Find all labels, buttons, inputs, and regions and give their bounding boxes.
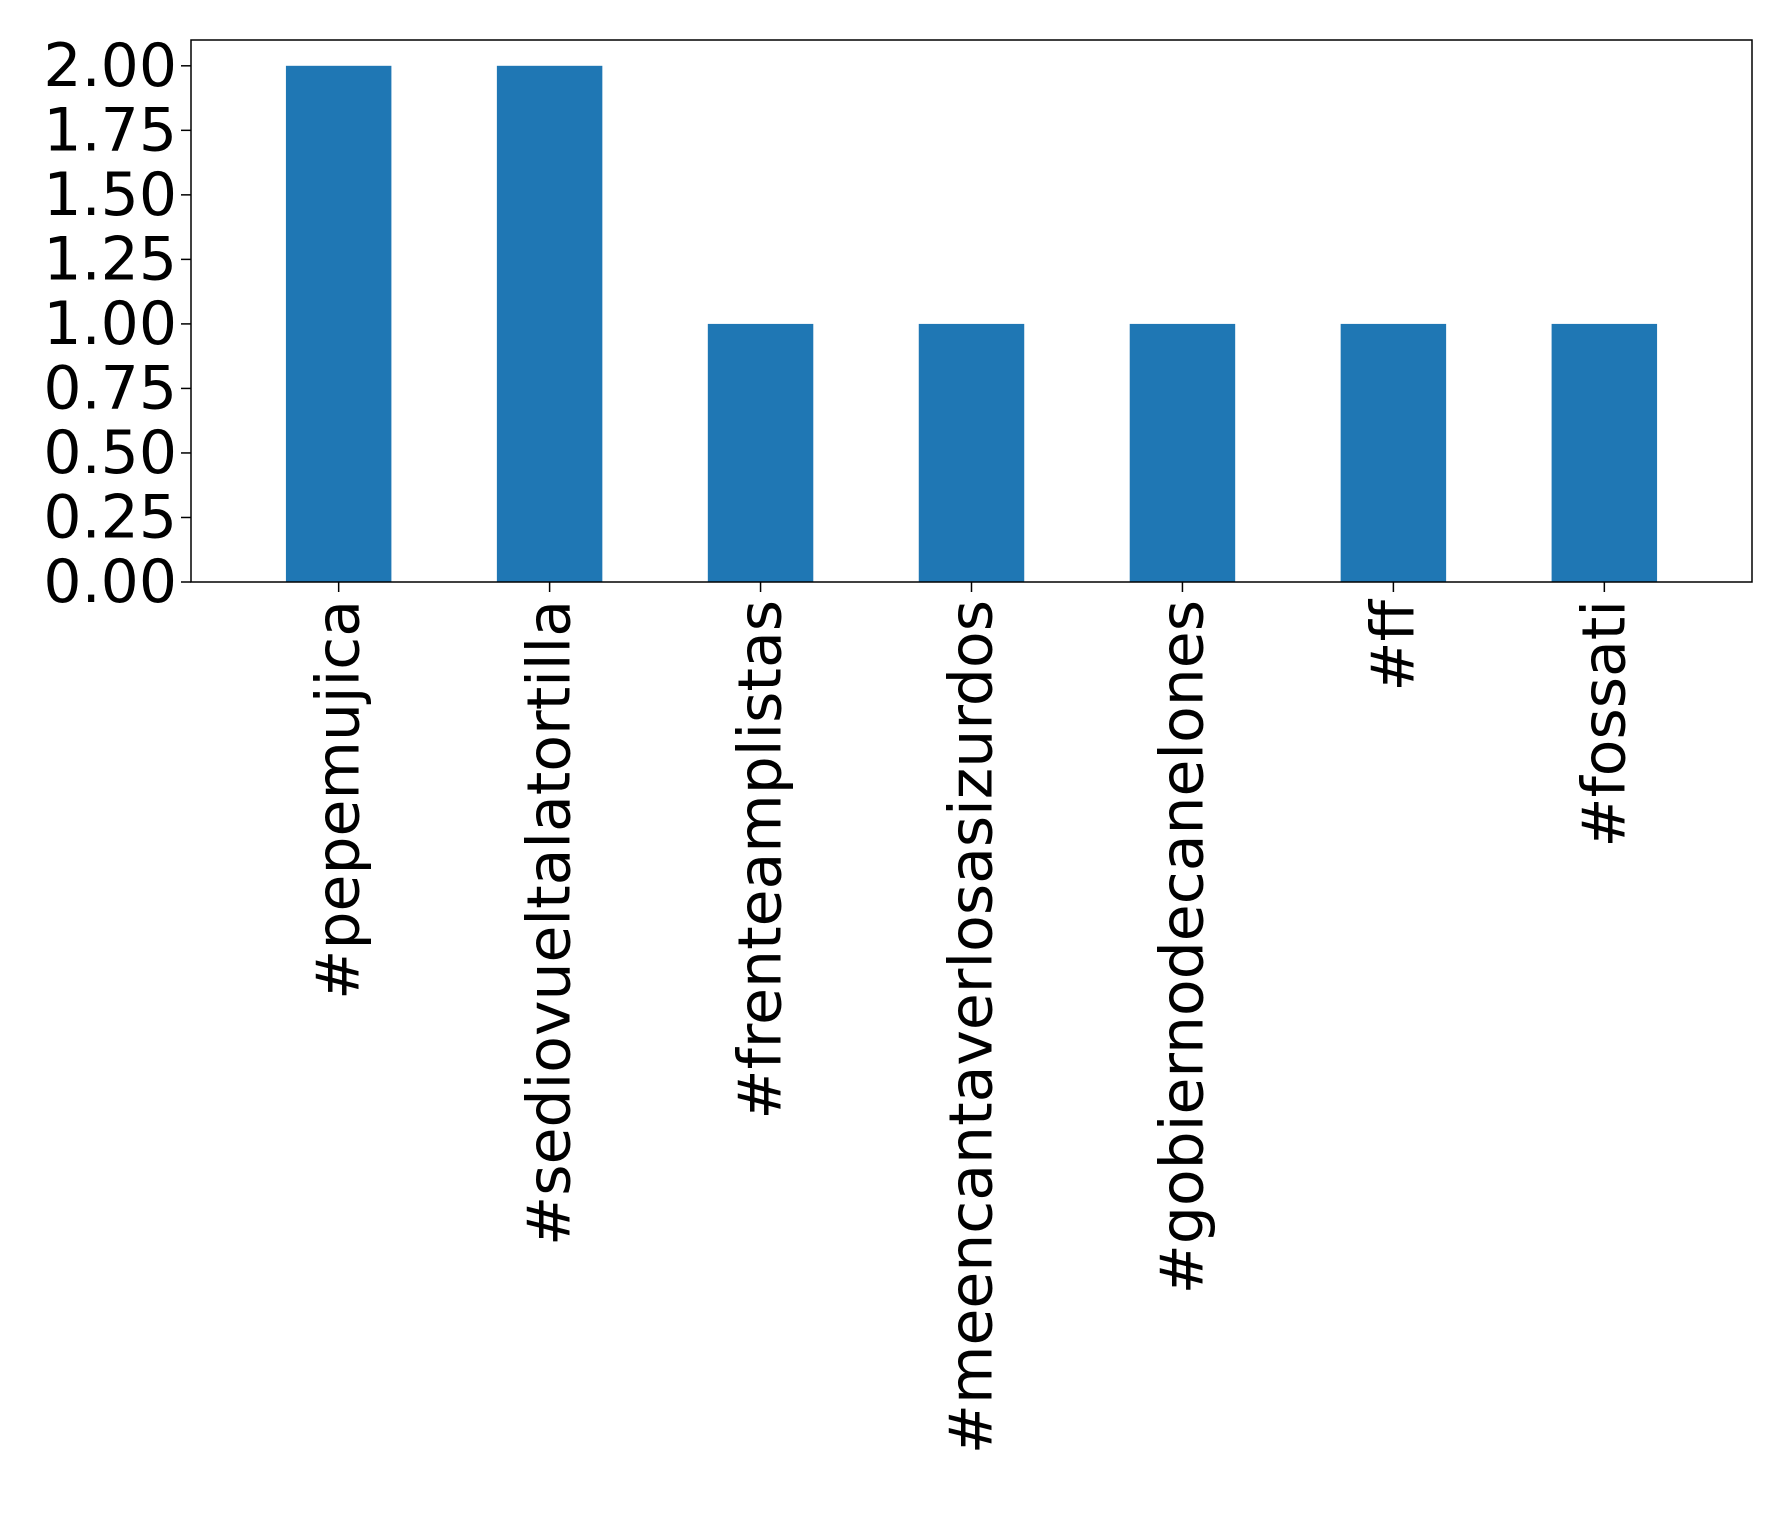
y-tick-label: 1.25 [43,224,177,294]
bar [1129,323,1236,582]
y-tick-label: 2.00 [43,31,177,101]
y-tick-label: 1.50 [43,160,177,230]
x-tick-label: #frenteamplistas [726,600,796,1120]
bar [918,323,1025,582]
x-tick-label: #pepemujica [304,600,374,1000]
bar [707,323,814,582]
y-tick-label: 0.75 [43,353,177,423]
bar [496,65,603,583]
y-tick-label: 1.00 [43,289,177,359]
y-axis: 0.000.250.500.751.001.251.501.752.00 [43,31,191,617]
x-tick-label: #gobiernodecanelones [1147,600,1217,1294]
x-tick-label: #ff [1358,598,1428,691]
bar [1340,323,1447,582]
y-tick-label: 0.25 [43,482,177,552]
y-tick-label: 0.50 [43,418,177,488]
x-tick-label: #meencantaverlosasizurdos [937,600,1007,1454]
bar [285,65,392,583]
x-axis: #pepemujica #sediovueltalatortilla #frente… [304,582,1639,1454]
x-tick-label: #fossati [1569,600,1639,848]
y-tick-label: 0.00 [43,547,177,617]
x-tick-label: #sediovueltalatortilla [515,600,585,1246]
bars-layer [285,65,1658,583]
y-tick-label: 1.75 [43,95,177,165]
plot-frame [190,39,1753,583]
bar [1551,323,1658,582]
